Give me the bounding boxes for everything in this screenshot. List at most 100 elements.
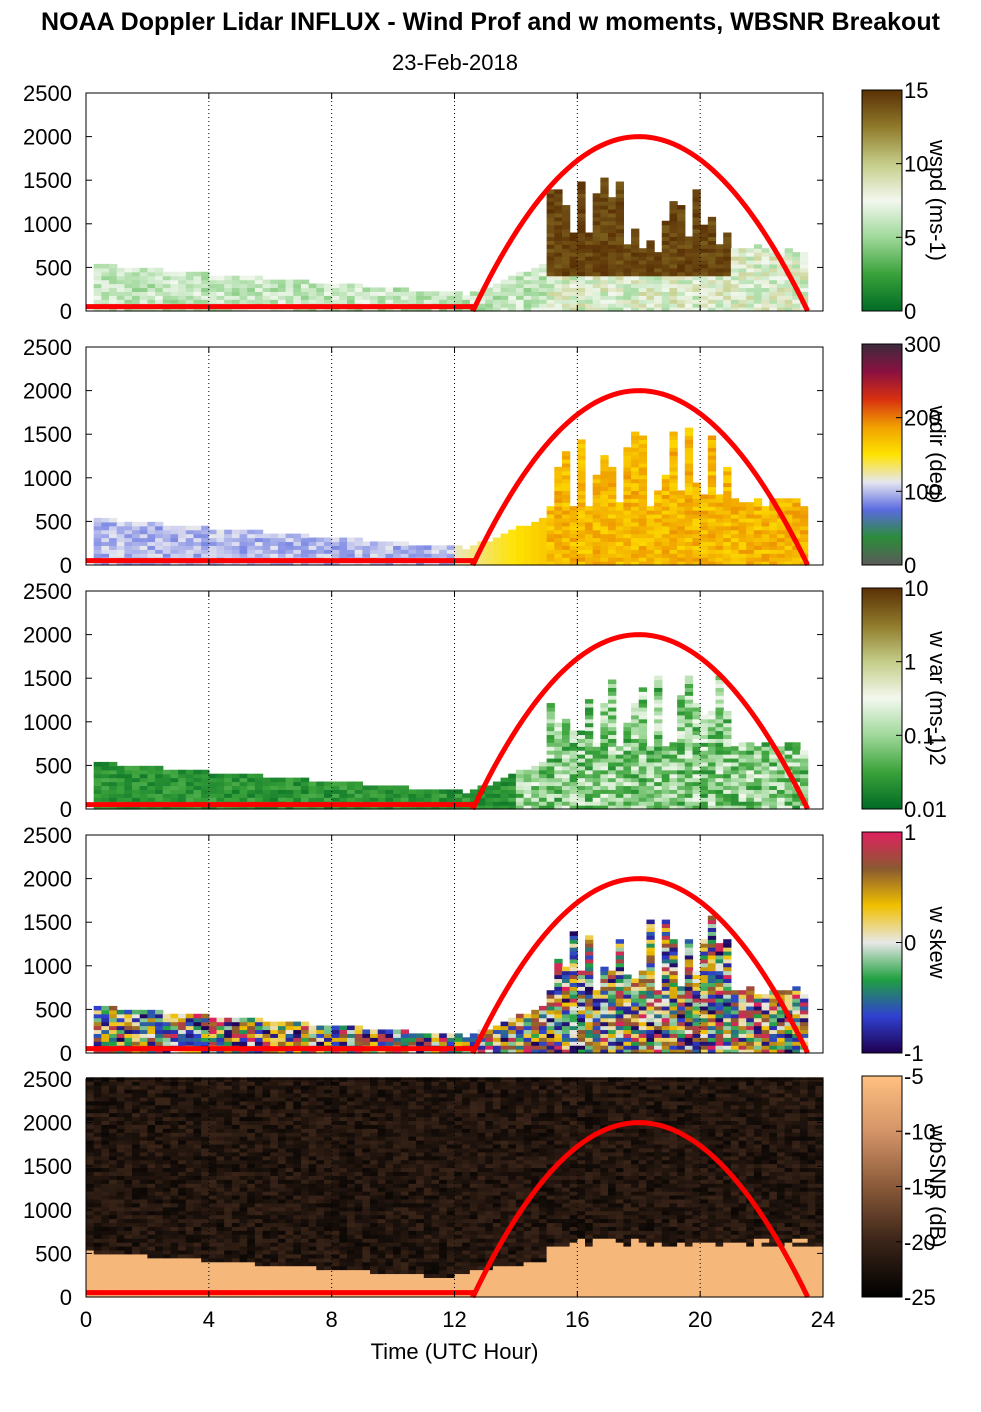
heatmap-cell [776,279,786,285]
heatmap-cell [700,287,709,292]
heatmap-cell [669,478,678,484]
heatmap-cell [316,1033,325,1038]
heatmap-cell [454,545,463,550]
heatmap-cell [723,510,732,515]
heatmap-cell [339,1025,348,1031]
heatmap-cell [139,1029,149,1034]
heatmap-cell [707,466,717,472]
heatmap-cell [561,513,571,519]
heatmap-cell [554,189,563,194]
heatmap-cell [661,486,671,492]
heatmap-cell [577,212,586,218]
heatmap-cell [577,470,586,476]
heatmap-cell [224,275,233,281]
heatmap-cell [723,267,732,273]
heatmap-cell [339,1041,348,1046]
heatmap-cell [155,1025,164,1031]
heatmap-cell [792,805,801,810]
heatmap-cell [132,299,141,304]
heatmap-cell [370,789,379,794]
heatmap-cell [600,525,609,531]
heatmap-cell [677,205,686,210]
heatmap-cell [608,498,617,503]
heatmap-cell [116,765,125,771]
heatmap-cell [600,537,609,543]
heatmap-cell [554,966,563,972]
heatmap-cell [585,958,594,964]
heatmap-cell [546,754,555,759]
heatmap-cell [109,765,118,771]
heatmap-cell [569,549,578,554]
heatmap-cell [585,982,594,987]
heatmap-cell [631,1001,640,1007]
heatmap-cell [631,295,640,300]
heatmap-cell [738,1017,747,1023]
heatmap-cell [638,738,648,743]
heatmap-cell [546,271,555,277]
heatmap-cell [569,291,578,296]
heatmap-cell [124,295,133,300]
heatmap-cell [93,517,102,523]
heatmap-cell [746,252,755,257]
heatmap-cell [147,561,156,566]
heatmap-cell [654,1033,663,1038]
heatmap-cell [308,541,317,546]
heatmap-cell [508,1045,517,1050]
heatmap-cell [93,777,102,783]
heatmap-cell [546,197,555,202]
heatmap-cell [615,746,624,751]
heatmap-cell [761,513,770,519]
heatmap-cell [500,805,509,810]
heatmap-cell [608,714,617,720]
heatmap-cell [608,773,617,779]
heatmap-cell [585,1029,594,1034]
heatmap-cell [592,478,601,484]
heatmap-cell [439,307,448,312]
heatmap-cell [546,703,555,708]
heatmap-cell [669,943,678,948]
heatmap-cell [638,271,648,277]
heatmap-cell [730,513,740,519]
heatmap-cell [162,299,172,304]
heatmap-cell [753,502,763,507]
heatmap-cell [638,256,648,261]
heatmap-cell [746,259,755,265]
heatmap-cell [139,307,149,312]
heatmap-cell [677,295,686,300]
heatmap-cell [561,451,571,456]
heatmap-cell [646,1041,655,1046]
heatmap-cell [101,287,110,292]
heatmap-cell [638,699,648,704]
heatmap-cell [262,533,271,539]
heatmap-cell [323,287,333,292]
heatmap-cell [231,793,241,798]
heatmap-cell [707,478,717,484]
heatmap-cell [730,761,740,767]
heatmap-cell [700,966,709,972]
heatmap-cell [101,279,110,285]
heatmap-cell [684,541,694,546]
heatmap-cell [631,494,640,499]
heatmap-cell [654,1025,663,1031]
heatmap-cell [323,1037,333,1042]
heatmap-cell [508,287,517,292]
heatmap-cell [669,773,678,779]
heatmap-cell [423,1037,433,1042]
heatmap-cell [300,1029,310,1034]
heatmap-cell [631,447,640,452]
heatmap-cell [170,773,179,779]
heatmap-cell [147,773,156,779]
heatmap-cell [669,1037,678,1042]
heatmap-cell [638,746,648,751]
heatmap-cell [738,761,747,767]
heatmap-cell [600,244,609,249]
heatmap-cell [600,769,609,775]
heatmap-cell [723,998,732,1003]
heatmap-cell [224,793,233,798]
heatmap-cell [600,185,609,190]
heatmap-cell [300,1021,310,1027]
heatmap-cell [707,773,717,779]
heatmap-cell [370,541,379,546]
heatmap-cell [738,517,747,523]
heatmap-cell [661,259,671,265]
